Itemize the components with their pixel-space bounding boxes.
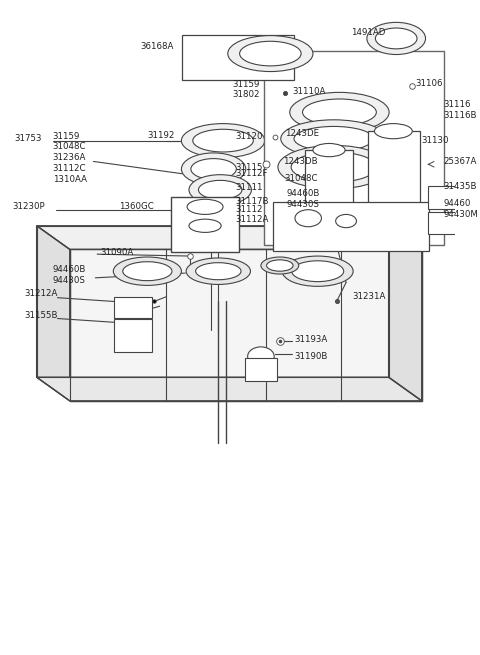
- Ellipse shape: [295, 210, 322, 227]
- Text: 31112F: 31112F: [235, 169, 268, 178]
- Bar: [428, 186, 464, 209]
- Text: 31111: 31111: [235, 183, 263, 193]
- Text: 31190B: 31190B: [294, 352, 327, 361]
- Text: 94460B
94430S: 94460B 94430S: [53, 265, 86, 285]
- Text: 31230P: 31230P: [12, 202, 45, 212]
- Text: 31159
31802: 31159 31802: [232, 80, 260, 100]
- Text: 31110A: 31110A: [292, 87, 325, 96]
- Bar: [428, 212, 464, 234]
- Ellipse shape: [294, 126, 373, 151]
- Ellipse shape: [186, 258, 251, 284]
- Ellipse shape: [181, 124, 264, 158]
- Text: 36168A: 36168A: [141, 41, 174, 50]
- Text: 31106: 31106: [415, 79, 443, 88]
- Ellipse shape: [193, 129, 253, 152]
- Ellipse shape: [240, 41, 301, 66]
- Ellipse shape: [248, 347, 274, 366]
- Text: 31193A: 31193A: [294, 335, 327, 344]
- Bar: [114, 318, 152, 352]
- Text: 31192: 31192: [147, 132, 175, 140]
- Bar: [368, 131, 420, 205]
- Ellipse shape: [189, 175, 252, 205]
- Bar: [171, 197, 239, 252]
- Polygon shape: [70, 250, 422, 401]
- Ellipse shape: [367, 22, 426, 54]
- Text: 1243DE: 1243DE: [285, 128, 319, 138]
- Text: 31212A: 31212A: [24, 290, 58, 299]
- Bar: [114, 297, 152, 318]
- Ellipse shape: [336, 214, 357, 228]
- Text: 31231A: 31231A: [353, 292, 386, 301]
- Bar: [273, 202, 429, 252]
- Ellipse shape: [302, 99, 376, 126]
- Ellipse shape: [113, 257, 181, 286]
- Text: 31753: 31753: [15, 134, 42, 143]
- Ellipse shape: [189, 219, 221, 233]
- Ellipse shape: [196, 263, 241, 280]
- Ellipse shape: [278, 145, 390, 189]
- Ellipse shape: [187, 199, 223, 214]
- Polygon shape: [36, 377, 422, 401]
- Text: 1491AD: 1491AD: [351, 28, 385, 37]
- Ellipse shape: [375, 28, 417, 49]
- Text: 31112
31112A: 31112 31112A: [235, 204, 269, 224]
- Polygon shape: [36, 226, 70, 401]
- Text: 25367A: 25367A: [444, 157, 477, 166]
- Text: 31159
31048C
31236A
31112C
1310AA: 31159 31048C 31236A 31112C 1310AA: [53, 132, 87, 183]
- Ellipse shape: [292, 261, 344, 282]
- Ellipse shape: [313, 143, 345, 157]
- Text: 31155B: 31155B: [24, 311, 58, 320]
- Text: 31117B: 31117B: [235, 196, 269, 206]
- Bar: [305, 150, 353, 228]
- Ellipse shape: [123, 262, 172, 280]
- Ellipse shape: [261, 257, 299, 274]
- Text: 31090A: 31090A: [100, 248, 133, 257]
- Text: 31115: 31115: [235, 162, 263, 172]
- Text: 31116
31116B: 31116 31116B: [444, 100, 477, 121]
- Text: 94460B
94430S: 94460B 94430S: [287, 189, 320, 209]
- Text: 31048C: 31048C: [285, 174, 318, 183]
- Ellipse shape: [181, 153, 246, 185]
- Text: 31120: 31120: [235, 132, 263, 141]
- Ellipse shape: [374, 124, 412, 139]
- Ellipse shape: [281, 120, 387, 158]
- Ellipse shape: [198, 180, 242, 199]
- Ellipse shape: [191, 159, 236, 179]
- Ellipse shape: [291, 152, 376, 182]
- Ellipse shape: [282, 256, 353, 286]
- Text: 1360GC: 1360GC: [119, 202, 154, 212]
- Text: 1243DB: 1243DB: [283, 157, 317, 166]
- Bar: [182, 35, 294, 80]
- Polygon shape: [36, 226, 422, 250]
- Bar: [245, 358, 277, 381]
- Bar: [264, 50, 444, 245]
- Ellipse shape: [290, 92, 389, 132]
- Text: 94460
94430M: 94460 94430M: [444, 199, 479, 219]
- Ellipse shape: [266, 260, 293, 271]
- Text: 31435B: 31435B: [444, 181, 477, 191]
- Ellipse shape: [228, 35, 313, 71]
- Text: 31130: 31130: [422, 136, 449, 145]
- Polygon shape: [389, 226, 422, 401]
